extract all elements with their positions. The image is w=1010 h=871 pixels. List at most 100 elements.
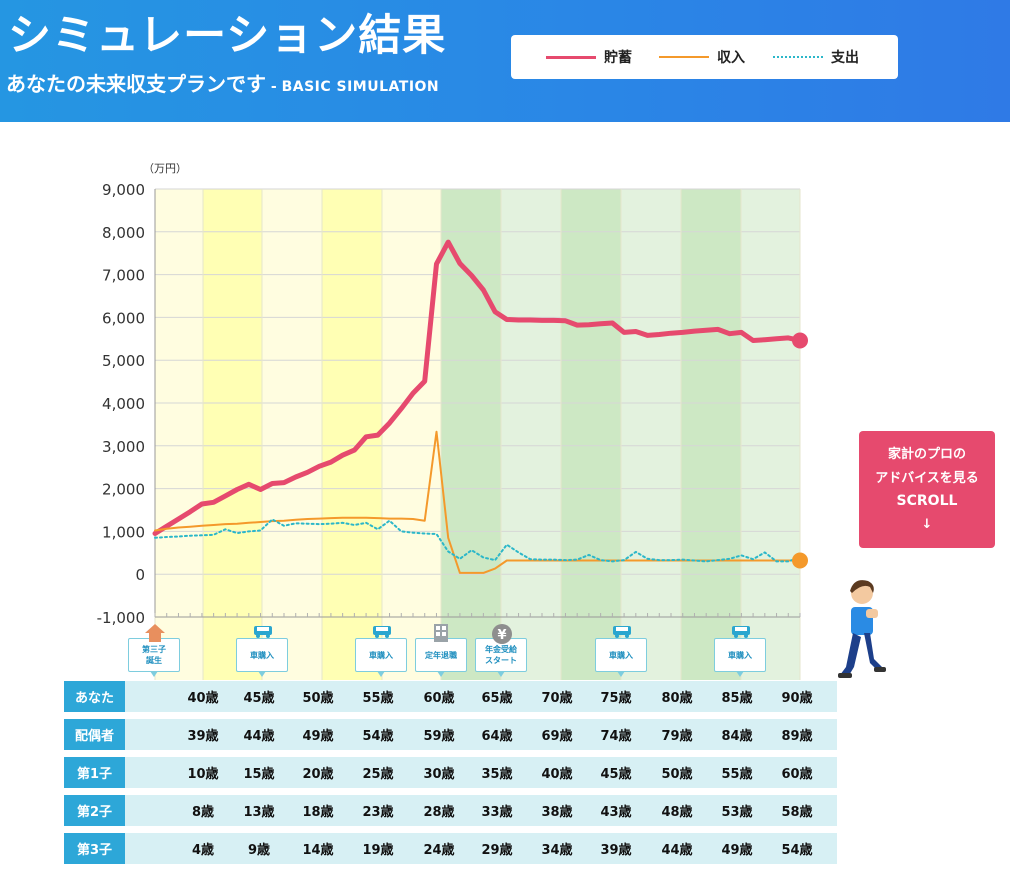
age-cell: 29歳	[481, 843, 513, 858]
subtitle-sep: -	[266, 79, 282, 95]
age-cell: 55歳	[721, 767, 753, 782]
y-tick-label: 5,000	[102, 352, 145, 370]
life-event-label: 第三子 誕生	[142, 645, 166, 665]
y-tick-label: 7,000	[102, 267, 145, 285]
header-banner: シミュレーション結果 あなたの未来収支プランです - BASIC SIMULAT…	[0, 0, 1010, 122]
age-cell: 4歳	[191, 843, 215, 858]
age-cell: 55歳	[362, 691, 394, 706]
chart-legend: 貯蓄 収入 支出	[511, 35, 898, 79]
legend-label-income: 収入	[717, 50, 745, 66]
legend-label-expense: 支出	[831, 50, 859, 66]
age-cell: 60歳	[781, 767, 813, 782]
life-event-pointer	[497, 671, 505, 677]
y-tick-label: 2,000	[102, 481, 145, 499]
series-line-0	[152, 239, 803, 536]
car-icon	[611, 623, 631, 641]
chart-band-1	[203, 189, 262, 680]
chart-band-4	[382, 189, 441, 680]
age-cell: 69歳	[541, 729, 573, 744]
age-cell: 38歳	[541, 805, 573, 820]
svg-text:¥: ¥	[497, 628, 506, 643]
building-icon	[431, 623, 451, 642]
life-event-label: 車購入	[250, 650, 274, 660]
age-row-label: あなた	[64, 681, 125, 712]
page-title: シミュレーション結果	[8, 11, 447, 61]
life-event-label: 定年退職	[425, 650, 457, 660]
legend-item-income[interactable]: 収入	[659, 35, 745, 79]
advice-button[interactable]: 家計のプロの アドバイスを見る SCROLL ↓	[859, 431, 995, 548]
chart-band-10	[741, 189, 800, 680]
age-row: 第3子 4歳 9歳 14歳 19歳 24歳 29歳 34歳 39歳 44歳 49歳 54歳	[64, 833, 837, 864]
age-cell: 40歳	[187, 691, 219, 706]
age-cell: 44歳	[661, 843, 693, 858]
age-cell: 60歳	[423, 691, 455, 706]
life-event-pointer	[736, 671, 744, 677]
chart-band-5	[441, 189, 501, 680]
chart-band-8	[621, 189, 681, 680]
y-tick-label: 9,000	[102, 181, 145, 199]
unit-label: （万円）	[143, 162, 187, 175]
life-event-marker[interactable]: 第三子 誕生	[128, 638, 180, 672]
advice-line1: 家計のプロの	[887, 447, 966, 462]
age-cell: 35歳	[481, 767, 513, 782]
age-cell: 39歳	[187, 729, 219, 744]
y-tick-label: 8,000	[102, 224, 145, 242]
age-cell: 59歳	[423, 729, 455, 744]
age-cell: 44歳	[243, 729, 275, 744]
age-row-label: 第3子	[64, 833, 125, 864]
age-cell: 25歳	[362, 767, 394, 782]
life-event-marker[interactable]: 車購入	[236, 638, 288, 672]
age-cell: 24歳	[423, 843, 455, 858]
age-cell: 74歳	[600, 729, 632, 744]
age-row-label: 第2子	[64, 795, 125, 826]
life-event-pointer	[437, 671, 445, 677]
life-event-marker[interactable]: 車購入	[355, 638, 407, 672]
age-cell: 65歳	[481, 691, 513, 706]
age-cell: 45歳	[600, 767, 632, 782]
age-cell: 54歳	[781, 843, 813, 858]
age-cell: 18歳	[302, 805, 334, 820]
car-icon	[252, 623, 272, 641]
age-cell: 20歳	[302, 767, 334, 782]
age-row: 配偶者 39歳 44歳 49歳 54歳 59歳 64歳 69歳 74歳 79歳 84歳 89歳	[64, 719, 837, 750]
car-icon	[371, 623, 391, 641]
life-event-label: 車購入	[369, 650, 393, 660]
age-cell: 80歳	[661, 691, 693, 706]
life-event-marker[interactable]: 車購入	[714, 638, 766, 672]
life-event-label: 車購入	[728, 650, 752, 660]
age-cell: 79歳	[661, 729, 693, 744]
chart-band-9	[681, 189, 741, 680]
age-cell: 75歳	[600, 691, 632, 706]
life-event-marker[interactable]: 定年退職	[415, 638, 467, 672]
age-cell: 70歳	[541, 691, 573, 706]
age-cell: 15歳	[243, 767, 275, 782]
age-row: 第1子 10歳 15歳 20歳 25歳 30歳 35歳 40歳 45歳 50歳 55歳 60歳	[64, 757, 837, 788]
arrow-down-icon: ↓	[921, 517, 933, 532]
y-tick-label: 0	[135, 566, 145, 584]
age-cell: 89歳	[781, 729, 813, 744]
age-cell: 53歳	[721, 805, 753, 820]
age-cell: 9歳	[247, 843, 271, 858]
age-table: あなた 40歳 45歳 50歳 55歳 60歳 65歳 70歳 75歳 80歳 85歳 90歳 配偶者 3…	[64, 681, 837, 871]
age-cell: 10歳	[187, 767, 219, 782]
legend-swatch-savings	[546, 55, 596, 59]
age-cell: 13歳	[243, 805, 275, 820]
legend-item-savings[interactable]: 貯蓄	[546, 35, 632, 79]
chart-band-6	[501, 189, 561, 680]
legend-item-expense[interactable]: 支出	[773, 35, 859, 79]
legend-label-savings: 貯蓄	[604, 50, 632, 66]
advice-scroll-label: SCROLL	[896, 493, 958, 509]
age-cell: 34歳	[541, 843, 573, 858]
subtitle-en: BASIC SIMULATION	[281, 79, 440, 95]
age-cell: 49歳	[721, 843, 753, 858]
series-line-2	[154, 518, 801, 563]
age-cell: 90歳	[781, 691, 813, 706]
age-cell: 58歳	[781, 805, 813, 820]
baby-icon	[144, 623, 165, 642]
age-cell: 48歳	[661, 805, 693, 820]
age-cell: 14歳	[302, 843, 334, 858]
chart-band-7	[561, 189, 621, 680]
life-event-marker[interactable]: 車購入	[595, 638, 647, 672]
life-event-pointer	[150, 671, 158, 677]
age-cell: 85歳	[721, 691, 753, 706]
